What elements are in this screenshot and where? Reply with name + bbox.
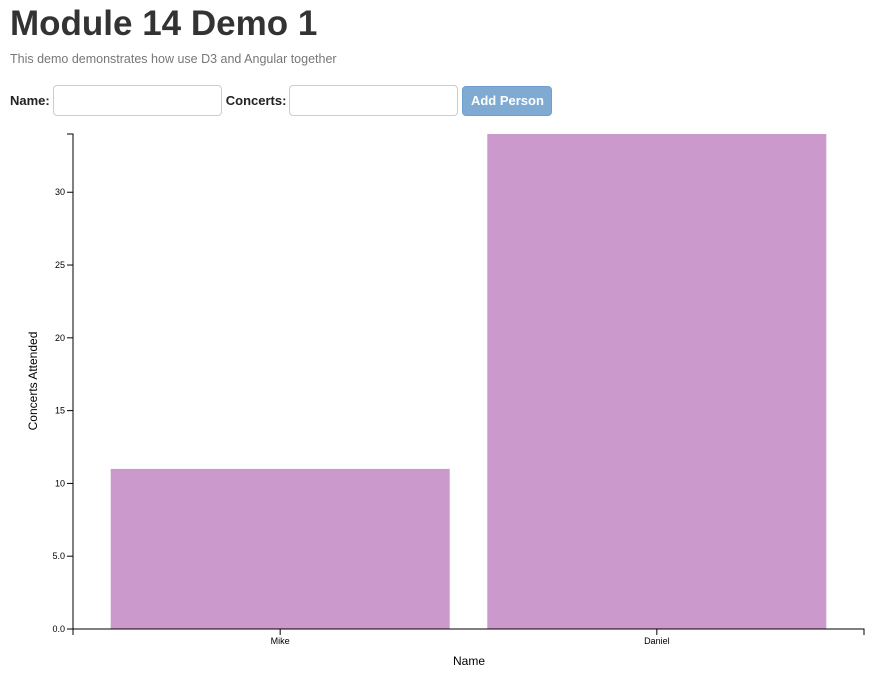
y-axis: 0.0 5.0 10 15 20 25 30 xyxy=(52,133,74,634)
y-tick-label: 30 xyxy=(55,187,65,197)
bar-mike xyxy=(110,468,450,629)
add-person-button[interactable]: Add Person xyxy=(462,85,553,116)
bars-group xyxy=(110,134,827,629)
x-axis: Mike Daniel xyxy=(72,628,865,646)
x-tick-label: Mike xyxy=(271,636,290,646)
x-tick-label: Daniel xyxy=(644,636,670,646)
y-tick-label: 20 xyxy=(55,333,65,343)
concerts-input[interactable] xyxy=(289,85,459,116)
name-input[interactable] xyxy=(52,85,222,116)
y-tick-label: 15 xyxy=(55,406,65,416)
x-axis-label: Name xyxy=(453,654,485,668)
y-tick-label: 0.0 xyxy=(52,624,65,634)
y-tick-label: 10 xyxy=(55,478,65,488)
page-title: Module 14 Demo 1 xyxy=(10,4,318,43)
bar-daniel xyxy=(487,134,827,629)
y-axis-label: Concerts Attended xyxy=(26,332,40,431)
y-tick-label: 5.0 xyxy=(52,551,65,561)
page-subtitle: This demo demonstrates how use D3 and An… xyxy=(10,52,337,66)
concerts-label: Concerts: xyxy=(225,93,287,108)
y-axis-line xyxy=(67,133,74,630)
add-person-form: Name: Concerts: Add Person xyxy=(10,85,553,116)
x-axis-line xyxy=(72,628,865,635)
name-label: Name: xyxy=(10,93,50,108)
y-tick-label: 25 xyxy=(55,260,65,270)
